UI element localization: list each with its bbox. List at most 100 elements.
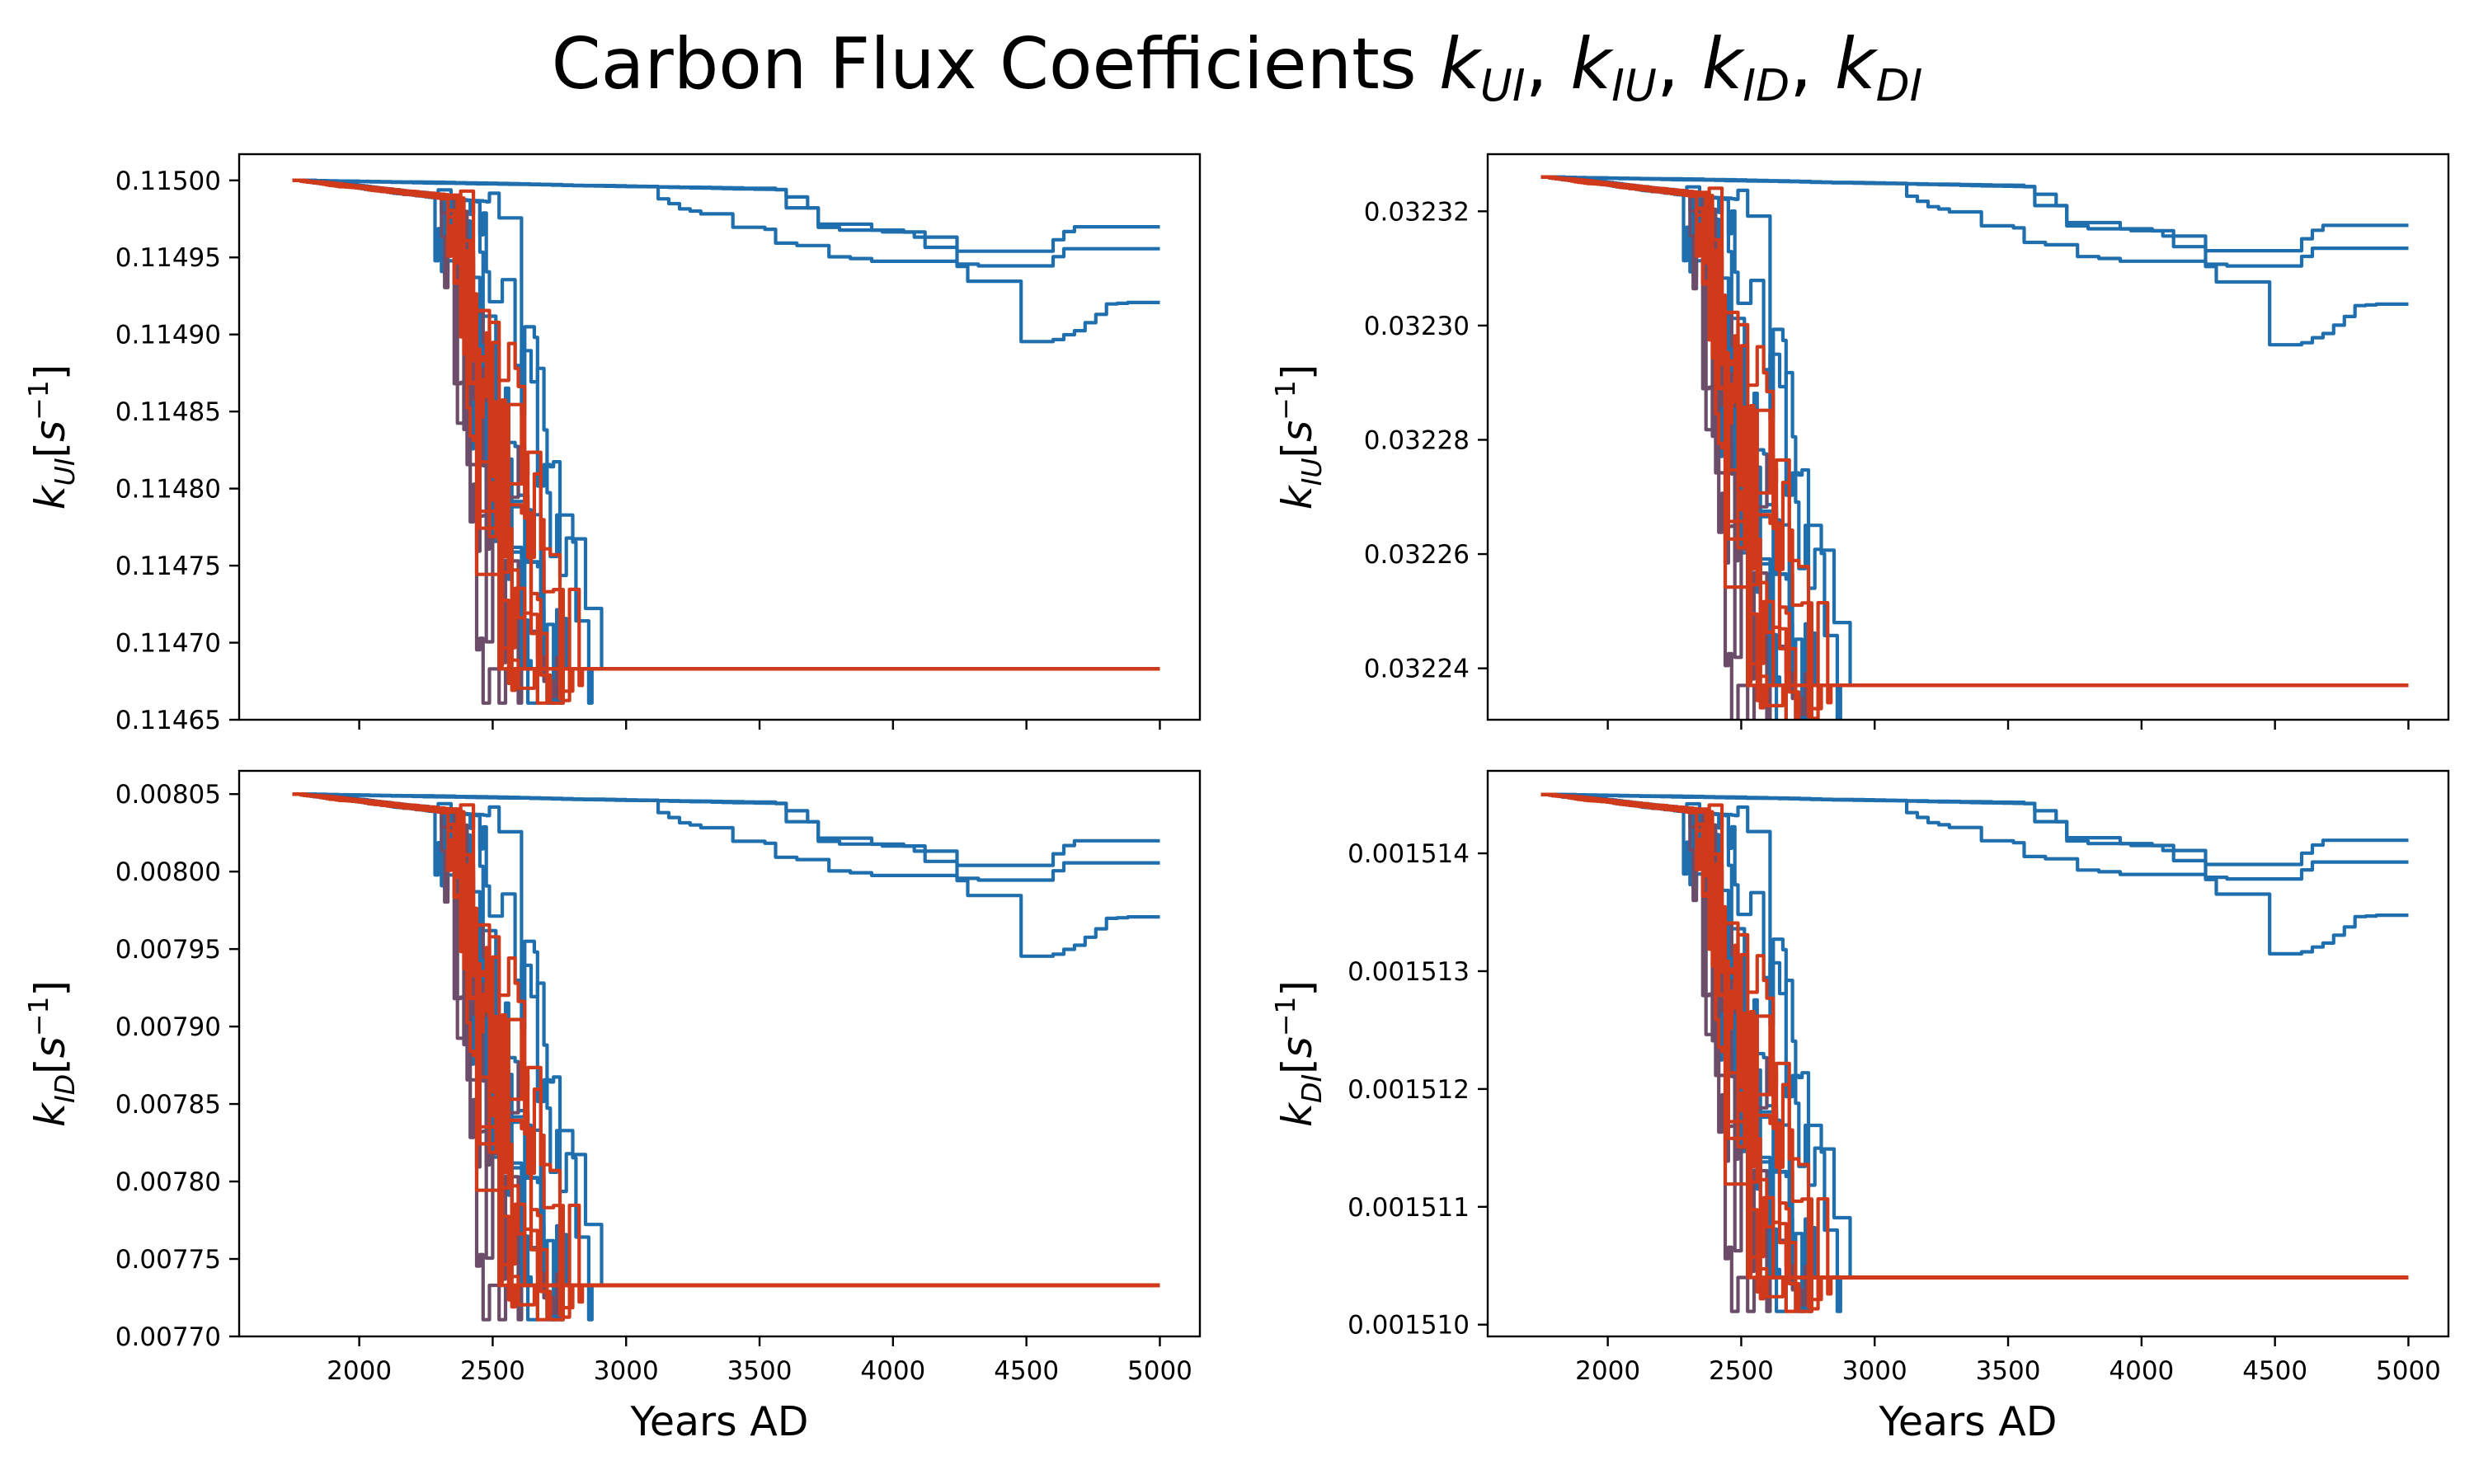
- series-line-21: [292, 178, 1160, 671]
- series-line-19: [292, 792, 1160, 1317]
- series-line-4: [1540, 792, 2409, 1280]
- series-line-2: [1540, 175, 2409, 347]
- figure-title: Carbon Flux Coefficients kUI, kIU, kID, …: [551, 23, 1923, 111]
- series-group: [292, 178, 1160, 705]
- series-line-19: [1540, 792, 2409, 1309]
- series-line-15: [292, 792, 1160, 1322]
- chart-panel-bottom-left: 0.00770 0.00775 0.00780 0.00785 0.00790 0.007…: [22, 769, 1202, 1445]
- series-line-16: [1540, 175, 2409, 707]
- series-line-17: [292, 178, 1160, 693]
- series-line-18: [1540, 175, 2409, 688]
- series-line-7: [1540, 175, 2409, 720]
- x-axis-label: Years AD: [1878, 1398, 2057, 1445]
- x-tick-label: 5000: [1127, 1356, 1192, 1386]
- series-line-24: [1540, 175, 2409, 720]
- series-line-19: [292, 178, 1160, 701]
- series-line-15: [292, 178, 1160, 705]
- y-tick-label: 0.11475: [115, 552, 221, 581]
- series-line-4: [292, 792, 1160, 1288]
- series-line-7: [1540, 792, 2409, 1313]
- chart-panel-top-right: 0.03224 0.03226 0.03228 0.03230 0.03232 kIU[s…: [1269, 153, 2450, 730]
- series-line-8: [292, 792, 1160, 1322]
- series-line-11: [292, 792, 1160, 1322]
- y-tick-label: 0.03226: [1364, 540, 1470, 570]
- series-line-21: [1540, 792, 2409, 1280]
- y-tick-label: 0.11500: [115, 167, 221, 196]
- x-tick-label: 2500: [1709, 1356, 1774, 1386]
- y-tick-label: 0.11495: [115, 243, 221, 273]
- y-tick-label: 0.00795: [115, 935, 221, 965]
- title-symbol-di: kDI: [1834, 23, 1923, 111]
- y-tick-label: 0.11470: [115, 629, 221, 659]
- series-line-13: [1540, 175, 2409, 720]
- x-tick-label: 4500: [994, 1356, 1059, 1386]
- series-line-3: [1540, 175, 2409, 720]
- series-line-6: [292, 178, 1160, 671]
- x-axis-label: Years AD: [629, 1398, 808, 1445]
- y-tick-label: 0.00785: [115, 1090, 221, 1120]
- series-line-14: [1540, 792, 2409, 1307]
- series-line-16: [1540, 792, 2409, 1298]
- x-tick-label: 4500: [2242, 1356, 2307, 1386]
- y-tick-label: 0.00790: [115, 1012, 221, 1042]
- y-tick-label: 0.03228: [1364, 425, 1470, 455]
- series-line-24: [292, 792, 1160, 1319]
- y-tick-label: 0.11465: [115, 706, 221, 735]
- y-tick-label: 0.001510: [1348, 1311, 1470, 1341]
- series-line-6: [292, 792, 1160, 1288]
- series-line-2: [292, 792, 1160, 958]
- series-line-2: [1540, 792, 2409, 956]
- series-line-22: [1540, 175, 2409, 688]
- y-axis-label: kDI[s−1]: [1269, 980, 1328, 1127]
- series-line-11: [1540, 792, 2409, 1313]
- series-line-5: [1540, 792, 2409, 1280]
- series-line-10: [292, 792, 1160, 1288]
- series-line-17: [1540, 792, 2409, 1301]
- y-tick-label: 0.001512: [1348, 1075, 1470, 1105]
- series-line-12: [1540, 175, 2409, 720]
- series-line-23: [1540, 175, 2409, 702]
- series-line-22: [292, 792, 1160, 1288]
- series-line-24: [292, 178, 1160, 702]
- series-line-20: [1540, 175, 2409, 720]
- series-line-21: [1540, 175, 2409, 688]
- series-group: [1540, 792, 2409, 1313]
- y-tick-label: 0.11480: [115, 475, 221, 505]
- series-line-11: [1540, 175, 2409, 720]
- series-line-19: [1540, 175, 2409, 719]
- y-tick-label: 0.03230: [1364, 312, 1470, 341]
- series-line-10: [1540, 175, 2409, 688]
- series-line-17: [1540, 175, 2409, 710]
- series-line-13: [292, 178, 1160, 705]
- plot-frame: [238, 153, 1202, 721]
- series-line-12: [1540, 792, 2409, 1313]
- series-line-20: [1540, 792, 2409, 1313]
- chart-panel-bottom-right: 0.001510 0.001511 0.001512 0.001513 0.001514…: [1269, 769, 2450, 1445]
- series-group: [292, 792, 1160, 1322]
- series-line-5: [292, 792, 1160, 1288]
- x-tick-label: 3000: [1842, 1356, 1907, 1386]
- series-line-12: [292, 178, 1160, 705]
- chart-panels: 0.11465 0.11470 0.11475 0.11480 0.11485 0.114…: [22, 153, 2450, 1445]
- series-line-8: [1540, 792, 2409, 1313]
- y-tick-label: 0.03224: [1364, 655, 1470, 684]
- series-line-6: [1540, 175, 2409, 688]
- series-line-22: [1540, 792, 2409, 1280]
- y-tick-label: 0.001513: [1348, 957, 1470, 987]
- series-line-24: [1540, 792, 2409, 1311]
- x-tick-label: 2500: [460, 1356, 525, 1386]
- series-line-18: [292, 792, 1160, 1288]
- series-line-14: [292, 178, 1160, 699]
- series-line-16: [292, 178, 1160, 690]
- series-line-9: [1540, 175, 2409, 720]
- series-line-22: [292, 178, 1160, 671]
- series-line-23: [292, 178, 1160, 685]
- series-line-16: [292, 792, 1160, 1307]
- chart-panel-top-left: 0.11465 0.11470 0.11475 0.11480 0.11485 0.114…: [22, 153, 1202, 735]
- y-tick-label: 0.00800: [115, 857, 221, 887]
- series-line-23: [292, 792, 1160, 1302]
- series-line-20: [292, 792, 1160, 1322]
- series-line-6: [1540, 792, 2409, 1280]
- series-line-15: [1540, 175, 2409, 720]
